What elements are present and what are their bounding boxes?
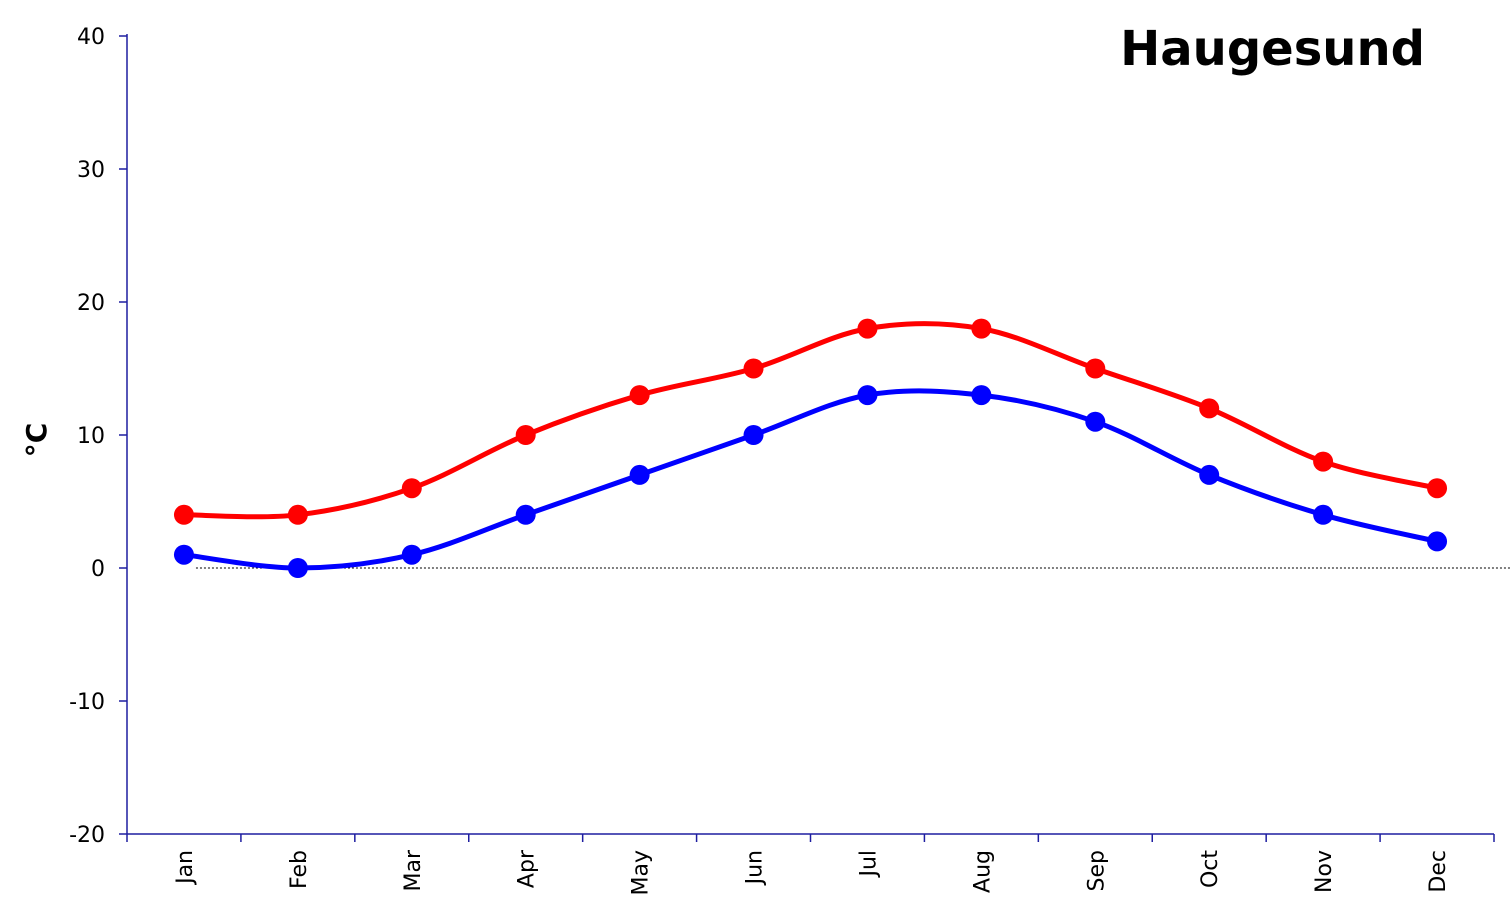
data-point <box>1427 531 1448 552</box>
y-tick-label: 40 <box>77 25 105 50</box>
x-tick-label: Jun <box>743 850 768 886</box>
y-axis-title: °C <box>20 423 53 458</box>
series-2 <box>173 385 1448 578</box>
x-tick-label: Nov <box>1312 850 1337 893</box>
data-point <box>857 318 878 339</box>
y-tick-label: -10 <box>69 690 105 715</box>
data-point <box>743 425 764 445</box>
y-tick-label: 20 <box>77 291 105 316</box>
y-tick-label: 0 <box>91 557 105 582</box>
x-tick-label: Apr <box>515 849 540 888</box>
y-tick-label: 30 <box>77 158 105 183</box>
y-tick-label: -20 <box>69 823 105 848</box>
x-tick-label: May <box>629 850 654 895</box>
data-point <box>515 425 536 445</box>
data-point <box>1085 358 1106 379</box>
data-point <box>287 558 308 578</box>
data-point <box>971 318 992 339</box>
series-1 <box>173 318 1448 525</box>
data-point <box>1085 411 1106 432</box>
data-point <box>857 385 878 406</box>
data-point <box>1199 398 1220 419</box>
series-line <box>181 388 1440 571</box>
data-point <box>515 504 536 525</box>
x-tick-label: Dec <box>1426 850 1451 893</box>
data-point <box>1199 464 1220 485</box>
chart-title: Haugesund <box>1120 21 1425 77</box>
x-tick-label: Jul <box>856 850 881 879</box>
x-tick-label: Sep <box>1084 850 1109 891</box>
data-series <box>173 318 1448 578</box>
data-point <box>743 358 764 379</box>
data-point <box>971 385 992 406</box>
data-point <box>629 464 650 485</box>
x-tick-label: Mar <box>401 849 426 891</box>
data-point <box>1313 451 1334 472</box>
data-point <box>287 504 308 525</box>
y-tick-label: 10 <box>77 424 105 449</box>
data-point <box>401 478 422 499</box>
data-point <box>629 385 650 406</box>
x-tick-label: Jan <box>173 850 198 886</box>
x-tick-label: Oct <box>1198 850 1223 888</box>
data-point <box>1313 504 1334 525</box>
x-tick-label: Feb <box>287 850 312 889</box>
data-point <box>173 544 194 565</box>
data-point <box>401 544 422 565</box>
data-point <box>173 504 194 525</box>
axes: -20 -10 0 10 20 30 40 Jan Feb Mar Apr May Jun Jul Aug S… <box>69 25 1495 895</box>
x-tick-label: Aug <box>970 850 995 893</box>
data-point <box>1427 478 1448 499</box>
